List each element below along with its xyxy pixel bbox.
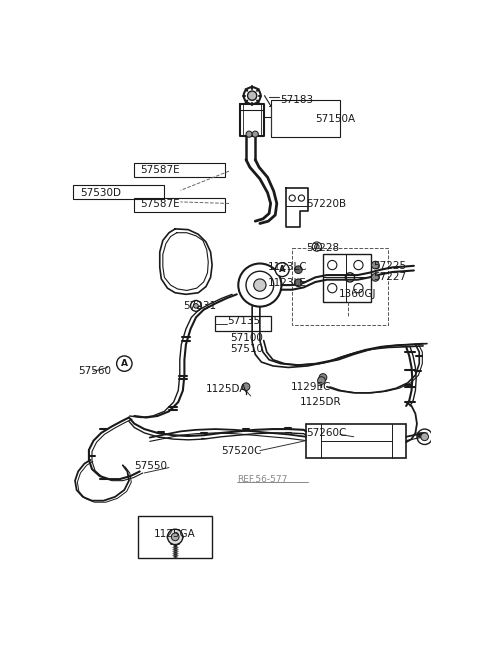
Text: 1125DR: 1125DR [300, 397, 342, 407]
Circle shape [319, 374, 327, 381]
Bar [292, 248, 388, 325]
Text: 57587E: 57587E [141, 165, 180, 174]
Text: 57183: 57183 [281, 95, 314, 105]
Text: 57550: 57550 [134, 461, 168, 471]
Text: 57227: 57227 [373, 272, 406, 282]
Circle shape [314, 244, 319, 249]
Text: 57100: 57100 [230, 333, 264, 343]
Text: 57587E: 57587E [141, 199, 180, 209]
Text: 57260C: 57260C [306, 428, 347, 438]
Circle shape [242, 383, 250, 390]
Text: 57510: 57510 [230, 344, 264, 354]
Circle shape [171, 533, 179, 541]
Text: A: A [121, 359, 128, 368]
Circle shape [318, 377, 325, 384]
Circle shape [252, 131, 258, 137]
Text: 1123LE: 1123LE [267, 277, 306, 288]
Bar [271, 100, 340, 137]
Text: 1129EC: 1129EC [291, 382, 331, 392]
Bar [73, 185, 164, 199]
Circle shape [248, 91, 257, 100]
Text: 57220B: 57220B [306, 199, 346, 209]
Text: 57530D: 57530D [81, 188, 121, 197]
Circle shape [117, 356, 132, 371]
Bar [306, 424, 406, 459]
Circle shape [295, 266, 302, 274]
Circle shape [254, 279, 266, 291]
Text: 57135: 57135 [227, 316, 260, 326]
Text: 57560: 57560 [78, 366, 111, 377]
Circle shape [372, 274, 379, 281]
Circle shape [275, 263, 289, 277]
Circle shape [168, 529, 183, 544]
Text: 1360GJ: 1360GJ [338, 289, 376, 299]
Bar [134, 198, 225, 212]
Bar [215, 316, 271, 331]
Text: REF.56-577: REF.56-577 [237, 476, 287, 484]
Text: 57225: 57225 [373, 261, 406, 271]
Circle shape [295, 279, 302, 287]
Circle shape [193, 304, 198, 308]
Text: 57231: 57231 [183, 301, 216, 311]
Text: 57228: 57228 [306, 243, 339, 253]
Text: 1123LC: 1123LC [267, 262, 307, 272]
Circle shape [421, 433, 429, 441]
Text: 1125DA: 1125DA [206, 384, 248, 394]
Circle shape [246, 131, 252, 137]
Bar [134, 163, 225, 177]
Text: 1125GA: 1125GA [154, 529, 196, 539]
Bar [138, 516, 212, 558]
Bar [323, 255, 371, 302]
Text: A: A [279, 265, 286, 274]
Text: 57520C: 57520C [221, 445, 262, 456]
Text: 57150A: 57150A [315, 113, 355, 124]
Circle shape [372, 261, 379, 269]
